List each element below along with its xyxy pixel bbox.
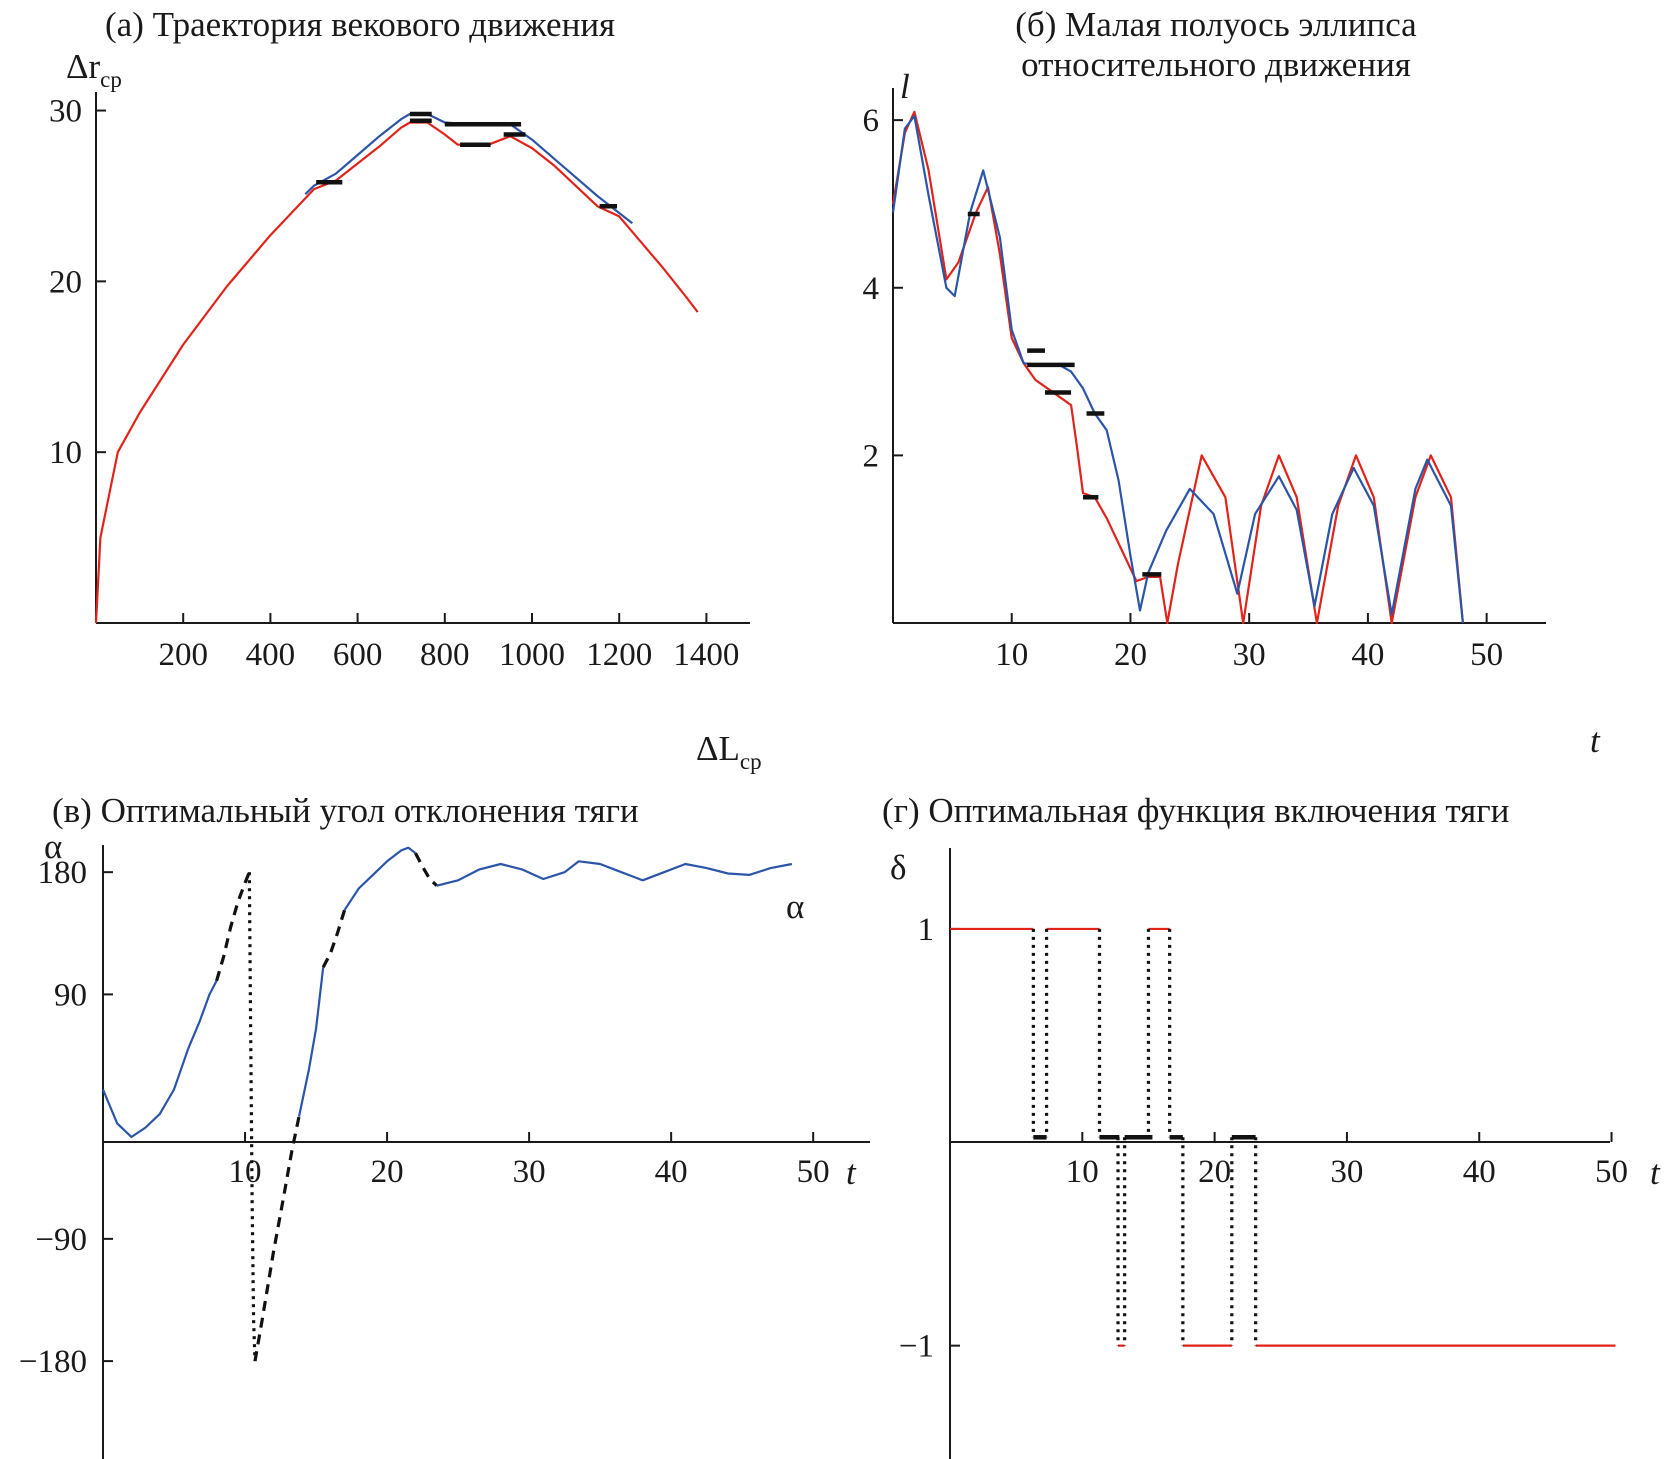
chart-a-ylabel: Δrср (66, 47, 122, 92)
chart-d-x-tick-label: 30 (1330, 1154, 1363, 1190)
chart-c-x-tick-label: 50 (797, 1154, 830, 1190)
chart-d-xlabel: t (1650, 1153, 1661, 1192)
chart-b-x-tick-label: 30 (1233, 637, 1266, 673)
chart-c-series-5-line (321, 909, 347, 968)
chart-c-series-7-line (414, 852, 438, 887)
chart-b-title-line-1: (б) Малая полуось эллипса (1015, 5, 1417, 44)
chart-b-y-tick-label: 2 (863, 438, 880, 474)
chart-d-title: (г) Оптимальная функция включения тяги (882, 791, 1509, 830)
chart-c-y-tick-label: −180 (19, 1344, 87, 1380)
chart-b-y-tick-label: 6 (863, 103, 880, 139)
chart-c-title: (в) Оптимальный угол отклонения тяги (52, 791, 639, 830)
chart-c-series-6-line (343, 846, 417, 911)
chart-b-y-tick-label: 4 (863, 271, 880, 307)
chart-d-y-tick-label: −1 (899, 1329, 934, 1365)
chart-b: (б) Малая полуось эллипса относительного… (863, 5, 1602, 760)
chart-b-ylabel: l (900, 67, 910, 106)
chart-c-x-tick-label: 20 (371, 1154, 404, 1190)
chart-a-series-0-line (94, 121, 699, 624)
chart-c-series-8-line (436, 860, 793, 887)
chart-d: (г) Оптимальная функция включения тяги δ… (882, 791, 1661, 1459)
chart-d-x-tick-label: 50 (1595, 1154, 1628, 1190)
chart-c-x-tick-label: 40 (655, 1154, 688, 1190)
chart-d-x-tick-label: 10 (1066, 1154, 1099, 1190)
chart-a-y-tick-label: 10 (49, 435, 82, 471)
chart-a-x-tick-label: 800 (420, 637, 470, 673)
chart-c-x-tick-label: 10 (229, 1154, 262, 1190)
chart-b-xlabel: t (1590, 721, 1601, 760)
chart-b-x-tick-label: 20 (1114, 637, 1147, 673)
chart-c-xlabel: t (846, 1153, 857, 1192)
chart-c-y-tick-label: 90 (54, 977, 87, 1013)
chart-a-x-tick-label: 1400 (673, 637, 739, 673)
chart-c-ylabel: α (44, 827, 62, 866)
chart-c-series-4-line (297, 967, 325, 1117)
chart-d-x-tick-label: 40 (1463, 1154, 1496, 1190)
chart-a-y-tick-label: 20 (49, 264, 82, 300)
chart-a-x-tick-label: 1200 (586, 637, 652, 673)
chart-a-x-tick-label: 1000 (499, 637, 565, 673)
chart-a: (а) Траектория векового движения Δrср ΔL… (49, 5, 762, 774)
chart-b-series-0-line (891, 110, 1464, 625)
chart-c-x-tick-label: 30 (513, 1154, 546, 1190)
chart-c-series-2-line (247, 872, 257, 1362)
chart-c-series-0-line (101, 980, 218, 1139)
chart-c-series-label: α (786, 887, 804, 926)
chart-a-x-tick-label: 400 (246, 637, 296, 673)
chart-c: (в) Оптимальный угол отклонения тяги α t… (19, 791, 870, 1459)
chart-c-series-3-line (253, 1116, 301, 1362)
chart-c-y-tick-label: 180 (38, 855, 88, 891)
chart-d-ylabel: δ (890, 848, 907, 887)
chart-b-x-tick-label: 10 (995, 637, 1028, 673)
chart-b-x-tick-label: 40 (1351, 637, 1384, 673)
chart-a-y-tick-label: 30 (49, 94, 82, 130)
chart-d-y-tick-label: 1 (918, 912, 935, 948)
chart-a-series-1-line (304, 112, 633, 225)
chart-d-x-tick-label: 20 (1198, 1154, 1231, 1190)
chart-c-y-tick-label: −90 (35, 1222, 87, 1258)
chart-a-xlabel: ΔLср (696, 729, 762, 774)
chart-b-title-line-2: относительного движения (1021, 45, 1411, 84)
chart-a-x-tick-label: 600 (333, 637, 383, 673)
chart-a-x-tick-label: 200 (158, 637, 208, 673)
chart-c-series-1-line (215, 871, 251, 982)
chart-a-title: (а) Траектория векового движения (105, 5, 615, 44)
chart-b-series-1-line (891, 114, 1464, 624)
chart-b-x-tick-label: 50 (1470, 637, 1503, 673)
